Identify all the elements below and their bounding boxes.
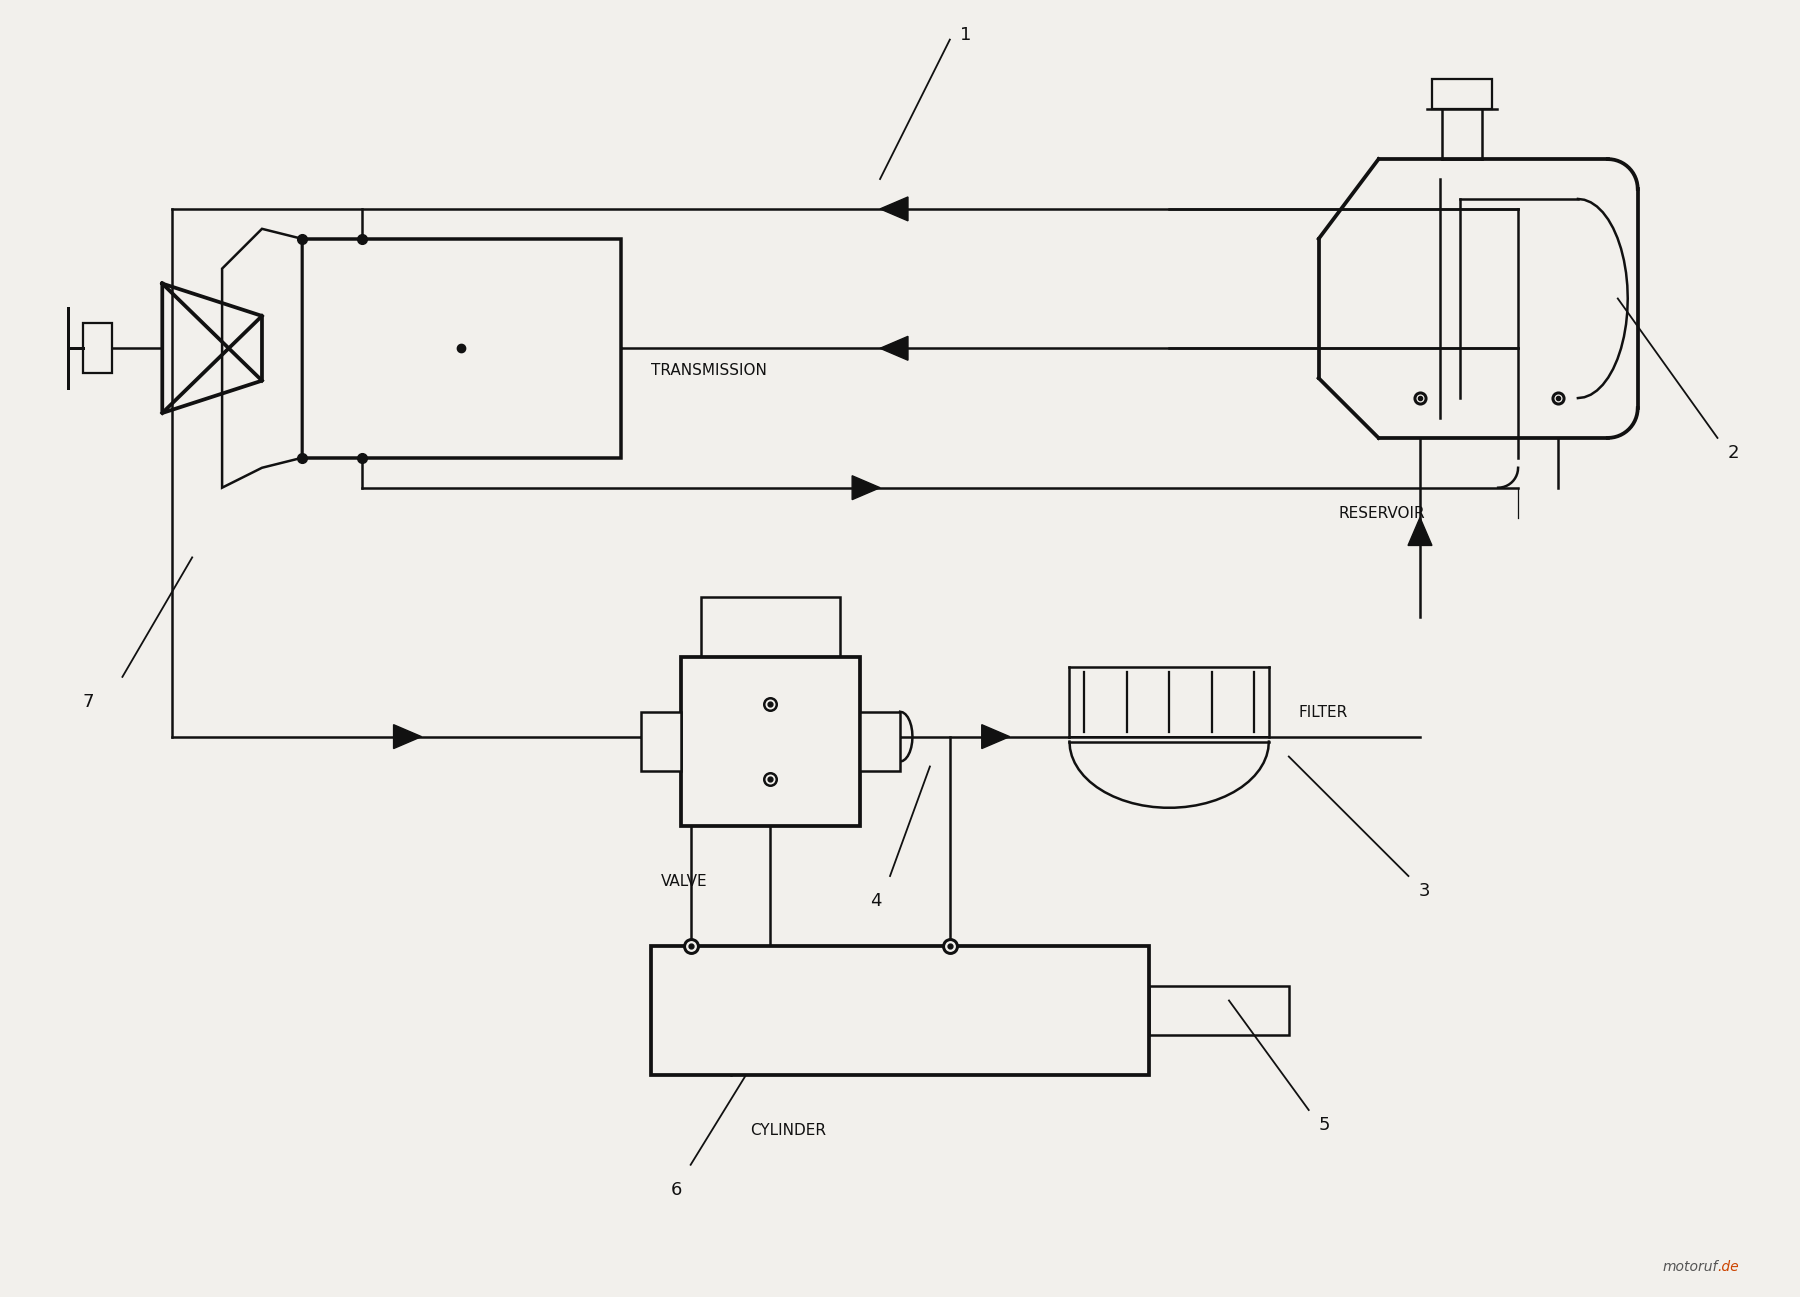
Text: 5: 5 (1319, 1115, 1330, 1134)
Bar (641, 712, 680, 772)
Text: TRANSMISSION: TRANSMISSION (652, 363, 767, 377)
Text: VALVE: VALVE (661, 874, 707, 888)
Text: CYLINDER: CYLINDER (751, 1123, 826, 1137)
Bar (680, 658, 860, 826)
Polygon shape (880, 197, 907, 220)
Polygon shape (880, 336, 907, 361)
Bar (1148, 986, 1289, 1035)
Text: 7: 7 (83, 693, 94, 711)
Text: 6: 6 (671, 1180, 682, 1198)
Bar (302, 239, 621, 458)
Text: 4: 4 (869, 892, 882, 910)
Bar (860, 712, 900, 772)
Text: FILTER: FILTER (1300, 704, 1348, 720)
Bar (1433, 79, 1492, 109)
Polygon shape (1408, 518, 1433, 546)
Text: motoruf: motoruf (1661, 1261, 1717, 1275)
Polygon shape (221, 228, 302, 488)
Polygon shape (394, 725, 421, 748)
Text: 2: 2 (1728, 444, 1739, 462)
Bar (83, 323, 112, 374)
Text: 3: 3 (1418, 882, 1429, 900)
Polygon shape (851, 476, 880, 499)
Text: 1: 1 (959, 26, 972, 44)
Polygon shape (981, 725, 1010, 748)
Bar (700, 597, 841, 658)
Bar (652, 946, 1148, 1075)
Text: RESERVOIR: RESERVOIR (1339, 506, 1426, 520)
Text: .de: .de (1717, 1261, 1739, 1275)
